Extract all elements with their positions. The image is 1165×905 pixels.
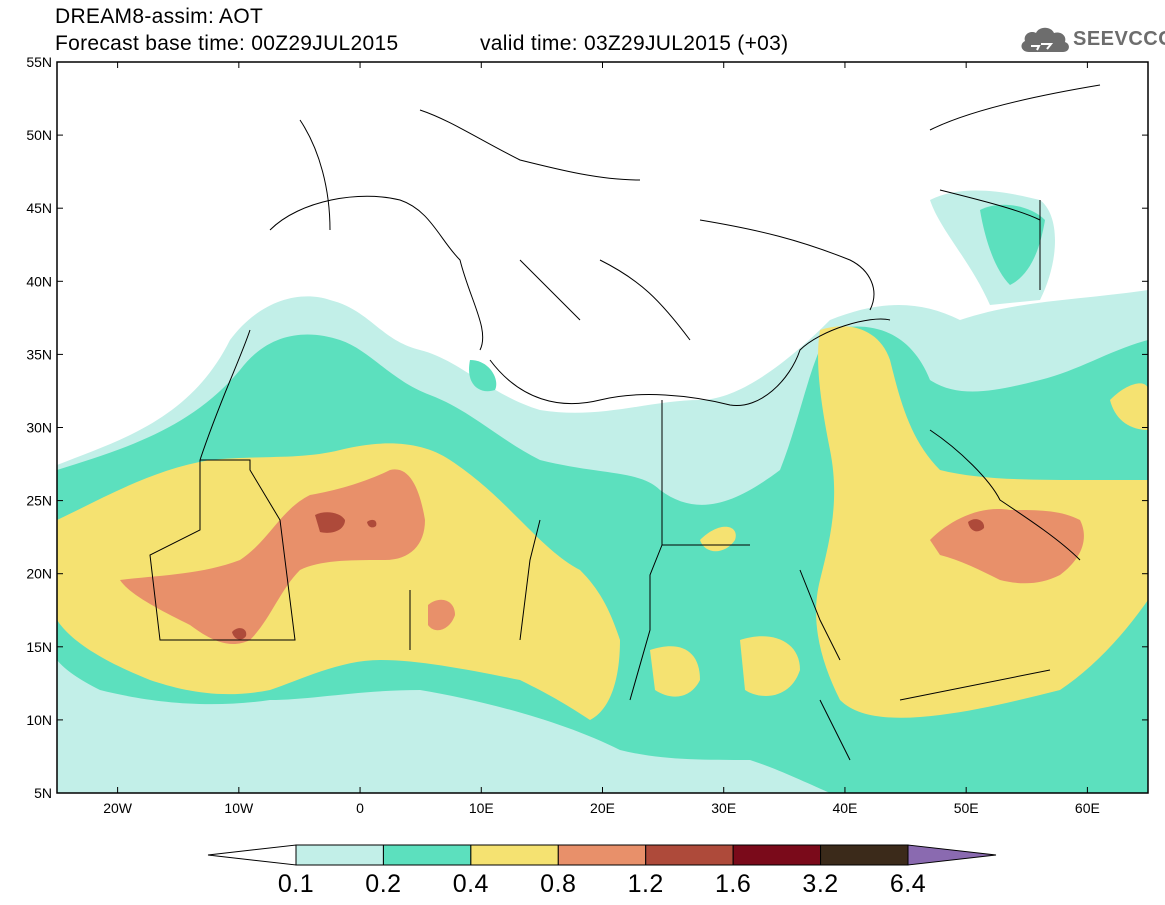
lat-tick-label: 5N bbox=[34, 785, 52, 801]
colorbar-label: 0.8 bbox=[540, 870, 577, 898]
lat-tick-label: 50N bbox=[26, 127, 52, 143]
colorbar-label: 0.2 bbox=[365, 870, 402, 898]
chart-title: DREAM8-assim: AOT bbox=[55, 5, 264, 28]
aot-band-0.8 bbox=[120, 469, 1084, 645]
lon-tick-label: 60E bbox=[1075, 800, 1100, 816]
lon-tick-label: 40E bbox=[832, 800, 857, 816]
coastlines bbox=[149, 84, 1101, 761]
lat-tick-label: 20N bbox=[26, 566, 52, 582]
colorbar-segment bbox=[732, 844, 822, 866]
colorbar-segment bbox=[382, 844, 472, 866]
logo-text: SEEVCCC bbox=[1073, 28, 1165, 50]
cloud-icon bbox=[1021, 27, 1069, 52]
colorbar-label: 1.6 bbox=[715, 870, 752, 898]
latitude-axis: 55N 50N 45N 40N 35N 30N 25N 20N 15N 10N 5N bbox=[26, 54, 1148, 801]
colorbar-segment bbox=[557, 844, 647, 866]
colorbar-segment bbox=[645, 844, 734, 866]
colorbar bbox=[207, 844, 997, 866]
lat-tick-label: 10N bbox=[26, 712, 52, 728]
colorbar-low-arrow bbox=[207, 844, 297, 866]
colorbar-segment bbox=[470, 844, 559, 866]
colorbar-label: 6.4 bbox=[889, 870, 927, 898]
lon-tick-label: 10W bbox=[224, 800, 254, 816]
aot-band-0.4 bbox=[57, 326, 1148, 720]
colorbar-label: 1.2 bbox=[627, 870, 664, 898]
lon-tick-label: 50E bbox=[954, 800, 979, 816]
colorbar-high-arrow bbox=[907, 844, 997, 866]
lon-tick-label: 20W bbox=[103, 800, 133, 816]
aot-band-1.2 bbox=[232, 512, 985, 640]
lat-tick-label: 55N bbox=[26, 54, 52, 70]
lon-tick-label: 10E bbox=[469, 800, 494, 816]
colorbar-label: 0.1 bbox=[277, 870, 315, 898]
aot-fields bbox=[57, 84, 1148, 793]
lat-tick-label: 35N bbox=[26, 346, 52, 362]
colorbar-label: 3.2 bbox=[802, 870, 839, 898]
colorbar-segment bbox=[820, 844, 909, 866]
lat-tick-label: 30N bbox=[26, 420, 52, 436]
seevccc-logo: SEEVCCC bbox=[1017, 20, 1165, 60]
lon-tick-label: 30E bbox=[711, 800, 736, 816]
lat-tick-label: 40N bbox=[26, 273, 52, 289]
lat-tick-label: 15N bbox=[26, 639, 52, 655]
lon-tick-label: 0 bbox=[356, 800, 364, 816]
longitude-axis: 20W 10W 0 10E 20E 30E 40E 50E 60E bbox=[103, 62, 1100, 816]
lon-tick-label: 20E bbox=[590, 800, 615, 816]
lat-tick-label: 25N bbox=[26, 493, 52, 509]
colorbar-segment bbox=[295, 844, 384, 866]
lat-tick-label: 45N bbox=[26, 200, 52, 216]
forecast-base-time: Forecast base time: 00Z29JUL2015 bbox=[55, 32, 399, 55]
colorbar-label: 0.4 bbox=[452, 870, 489, 898]
valid-time: valid time: 03Z29JUL2015 (+03) bbox=[480, 32, 789, 55]
